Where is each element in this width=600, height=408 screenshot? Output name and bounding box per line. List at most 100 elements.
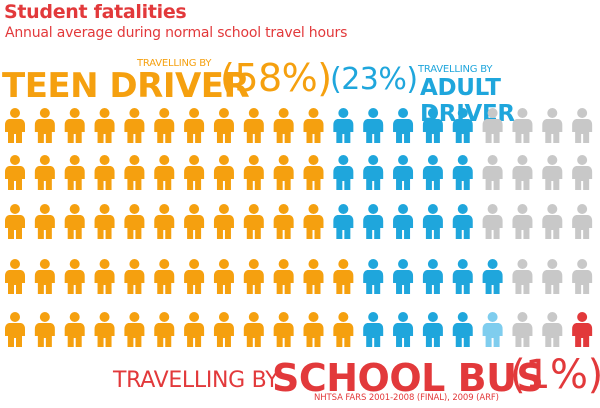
person-icon-teen [273,155,294,190]
person-icon-teen [94,155,115,190]
person-icon-other [542,204,563,239]
person-icon-adult [363,155,384,190]
person-icon-teen [5,204,25,239]
person-icon-adult [393,155,414,190]
person-icon-teen [5,155,25,190]
person-icon-adult [363,204,384,239]
person-icon-other [482,108,503,143]
person-icon-teen [273,312,294,347]
person-icon-teen [303,108,324,143]
person-icon-teen [34,259,55,294]
person-icon-adult [422,108,443,143]
person-icon-adult [452,312,473,347]
person-icon-teen [184,204,205,239]
person-icon-teen [34,155,55,190]
chart-subtitle: Annual average during normal school trav… [5,25,348,41]
person-icon-teen [184,312,205,347]
person-icon-teen [273,108,294,143]
person-icon-teen [243,312,264,347]
person-icon-adult [422,312,443,347]
person-icon-teen [154,108,175,143]
person-icon-teen [94,259,115,294]
person-icon-other [512,204,533,239]
person-icon-teen [64,108,85,143]
person-icon-teen [243,108,264,143]
adult-driver-percent: (23%) [330,62,418,97]
person-icon-adult [452,204,473,239]
person-icon-teen [5,259,25,294]
school-bus-prefix: TRAVELLING BY [113,368,279,393]
person-icon-other [572,155,593,190]
person-icon-teen [64,155,85,190]
person-icon-adult [393,204,414,239]
person-icon-other [512,155,533,190]
person-icon-teen [333,312,354,347]
person-icon-teen [124,108,145,143]
person-icon-teen [124,312,145,347]
person-icon-adult [482,259,503,294]
person-icon-teen [64,259,85,294]
person-icon-other [542,155,563,190]
person-icon-teen [303,312,324,347]
person-icon-teen [5,108,25,143]
person-icon-other [482,155,503,190]
person-icon-other [542,259,563,294]
person-icon-other [572,204,593,239]
person-icon-teen [333,259,354,294]
person-icon-teen [184,108,205,143]
person-icon-adult [363,312,384,347]
person-icon-other [512,259,533,294]
person-icon-other [572,259,593,294]
person-icon-adult [393,259,414,294]
person-icon-other [542,312,563,347]
person-icon-adult [333,204,354,239]
person-icon-other [512,108,533,143]
person-icon-adult [452,155,473,190]
person-icon-teen [213,259,234,294]
person-icon-adult [452,108,473,143]
person-icon-teen [94,204,115,239]
person-icon-teen [273,259,294,294]
person-icon-teen [124,155,145,190]
person-icon-teen [34,108,55,143]
person-icon-teen [243,259,264,294]
person-icon-teen [64,204,85,239]
person-icon-other [482,204,503,239]
person-icon-teen [64,312,85,347]
person-icon-teen [184,155,205,190]
person-icon-adult [333,155,354,190]
person-icon-teen [303,259,324,294]
person-icon-adult [452,259,473,294]
person-icon-other [542,108,563,143]
person-icon-adult_light [482,312,503,347]
person-icon-teen [124,259,145,294]
person-icon-adult [422,155,443,190]
person-icon-adult [363,108,384,143]
person-icon-adult [393,108,414,143]
person-icon-teen [94,108,115,143]
person-icon-teen [124,204,145,239]
person-icon-teen [5,312,25,347]
person-icon-teen [154,259,175,294]
person-icon-other [512,312,533,347]
person-icon-other [572,108,593,143]
person-icon-teen [154,312,175,347]
person-icon-adult [422,259,443,294]
teen-driver-label: TEEN DRIVER [2,66,250,106]
person-icon-teen [94,312,115,347]
person-icon-teen [154,155,175,190]
person-icon-teen [213,204,234,239]
person-icon-teen [303,155,324,190]
school-bus-percent: (1%) [510,352,600,398]
person-icon-teen [34,312,55,347]
person-icon-adult [363,259,384,294]
person-icon-teen [303,204,324,239]
person-icon-adult [333,108,354,143]
person-icon-adult [422,204,443,239]
school-bus-label: SCHOOL BUS [272,356,544,400]
teen-driver-prefix: TRAVELLING BY [137,58,212,69]
person-icon-teen [213,312,234,347]
person-icon-teen [243,204,264,239]
person-icon-bus [572,312,593,347]
